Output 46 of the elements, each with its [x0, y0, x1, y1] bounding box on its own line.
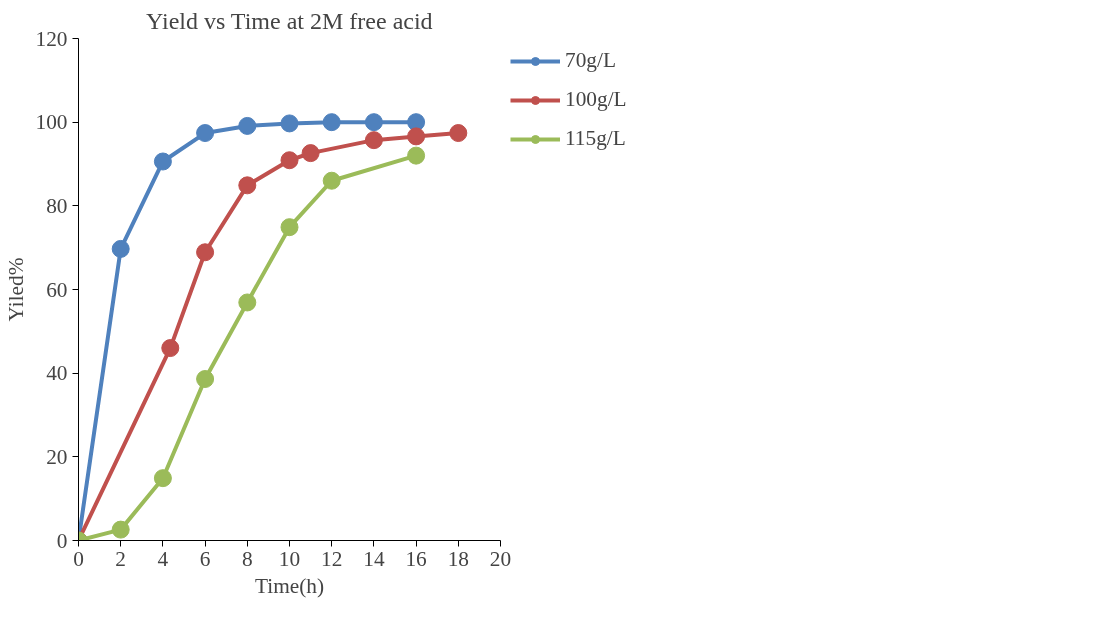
y-tick-label: 0 — [56, 528, 68, 553]
point — [238, 176, 257, 195]
x-tick-label: 20 — [489, 546, 512, 571]
point — [161, 339, 180, 358]
y-tick-label: 20 — [46, 444, 68, 469]
point — [364, 131, 383, 150]
x-axis-title: Time(h) — [254, 573, 325, 598]
point — [280, 218, 299, 237]
point — [449, 124, 468, 143]
x-tick-label: 8 — [241, 546, 253, 571]
x-tick-label: 6 — [199, 546, 211, 571]
point — [364, 113, 383, 132]
y-tick-label: 100 — [35, 110, 68, 135]
point — [196, 370, 215, 389]
legend-label: 115g/L — [565, 126, 627, 151]
point — [301, 144, 320, 163]
legend-label: 100g/L — [565, 87, 628, 112]
point — [238, 116, 257, 135]
x-tick-label: 4 — [157, 546, 169, 571]
y-tick-label: 60 — [46, 277, 68, 302]
legend-label: 70g/L — [565, 48, 617, 73]
point — [238, 293, 257, 312]
point — [153, 469, 172, 488]
y-tick-label: 120 — [35, 26, 68, 51]
x-tick-label: 16 — [405, 546, 428, 571]
point — [280, 151, 299, 170]
point — [407, 127, 426, 146]
point — [111, 239, 130, 258]
x-tick-label: 18 — [447, 546, 469, 571]
x-tick-label: 0 — [73, 546, 84, 571]
point — [322, 171, 341, 190]
point — [407, 146, 426, 165]
y-tick-label: 40 — [46, 361, 68, 386]
point — [322, 113, 341, 132]
y-tick-label: 80 — [46, 193, 68, 218]
point — [196, 243, 215, 262]
x-tick-label: 2 — [115, 546, 127, 571]
point — [111, 520, 130, 539]
chart-title: Yield vs Time at 2M free acid — [145, 7, 433, 34]
y-axis-title: Yiled% — [3, 257, 28, 322]
point — [280, 114, 299, 133]
point — [153, 152, 172, 171]
point — [196, 124, 215, 143]
x-tick-label: 12 — [321, 546, 343, 571]
x-tick-label: 10 — [278, 546, 301, 571]
x-tick-label: 14 — [363, 546, 385, 571]
